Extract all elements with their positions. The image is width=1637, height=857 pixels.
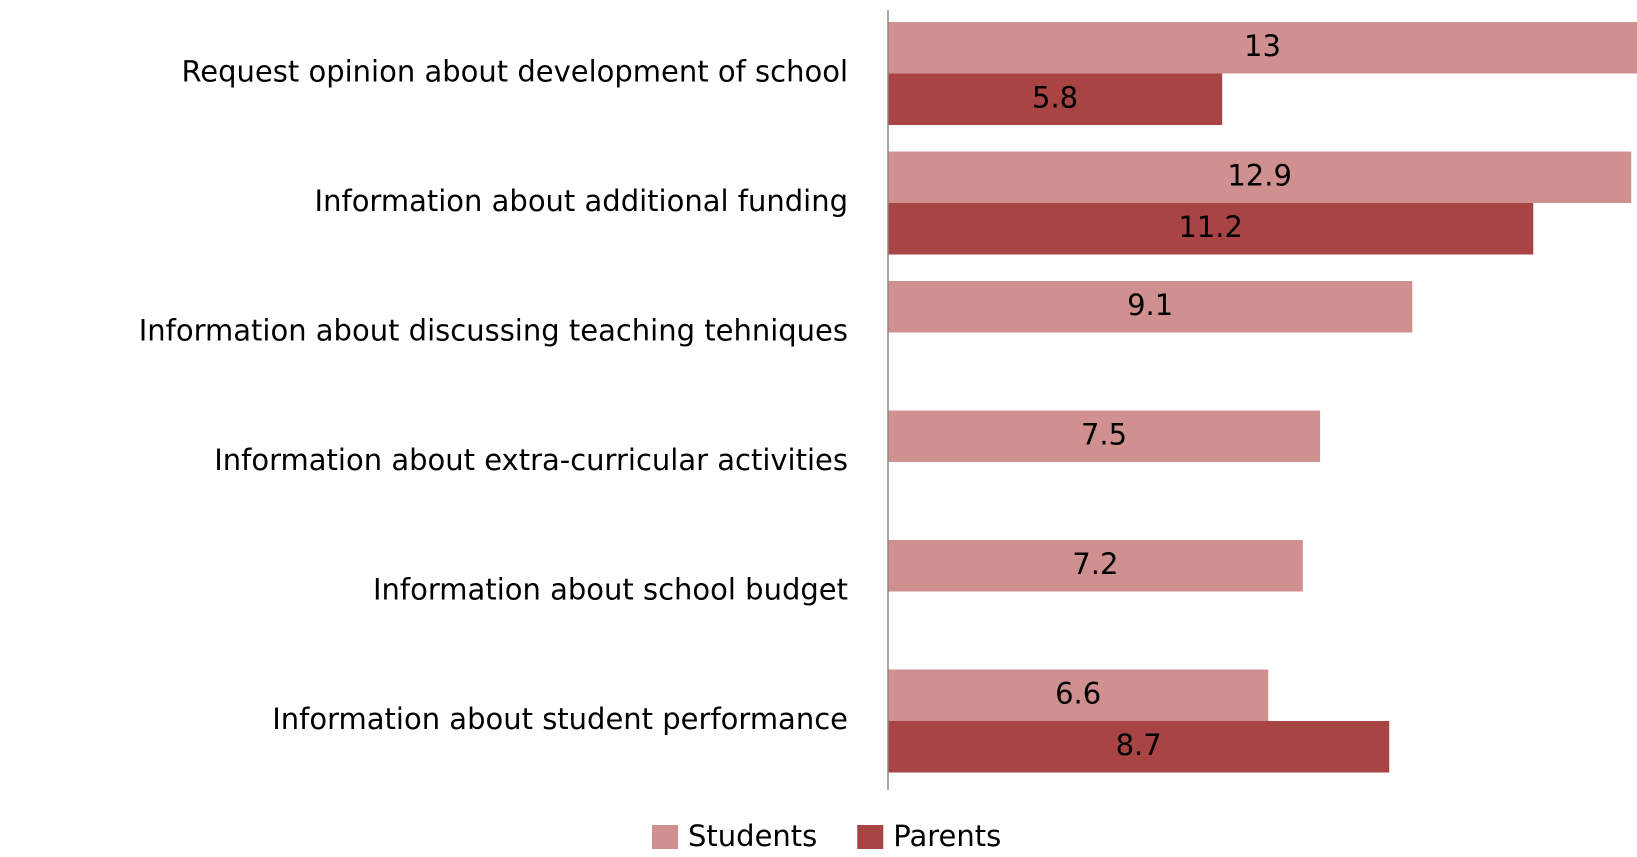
category-label: Information about extra-curricular activ… [214, 443, 848, 477]
data-label: 5.8 [1032, 80, 1078, 114]
data-label: 6.6 [1055, 676, 1101, 710]
legend-swatch [857, 825, 884, 849]
bar [888, 410, 1321, 462]
bar [888, 281, 1413, 333]
data-label: 13 [1244, 29, 1281, 63]
data-label: 8.7 [1116, 728, 1162, 762]
category-label: Information about student performance [272, 702, 848, 736]
bar [888, 669, 1269, 721]
data-label: 7.5 [1081, 417, 1127, 451]
bar [888, 540, 1303, 592]
bar [888, 73, 1223, 125]
data-label: 7.2 [1072, 547, 1118, 581]
data-label: 12.9 [1227, 158, 1292, 192]
category-label: Information about school budget [373, 573, 848, 607]
category-label: Request opinion about development of sch… [181, 55, 848, 89]
bar [888, 203, 1534, 255]
category-label: Information about discussing teaching te… [139, 314, 848, 348]
category-label: Information about additional funding [315, 184, 848, 218]
bar [888, 721, 1390, 773]
legend-swatch [652, 825, 678, 849]
data-label: 9.1 [1127, 288, 1173, 322]
bar [888, 151, 1632, 203]
data-label: 11.2 [1178, 210, 1243, 244]
bar [888, 22, 1637, 74]
legend-label: Students [688, 819, 817, 853]
legend-label: Parents [893, 819, 1001, 853]
